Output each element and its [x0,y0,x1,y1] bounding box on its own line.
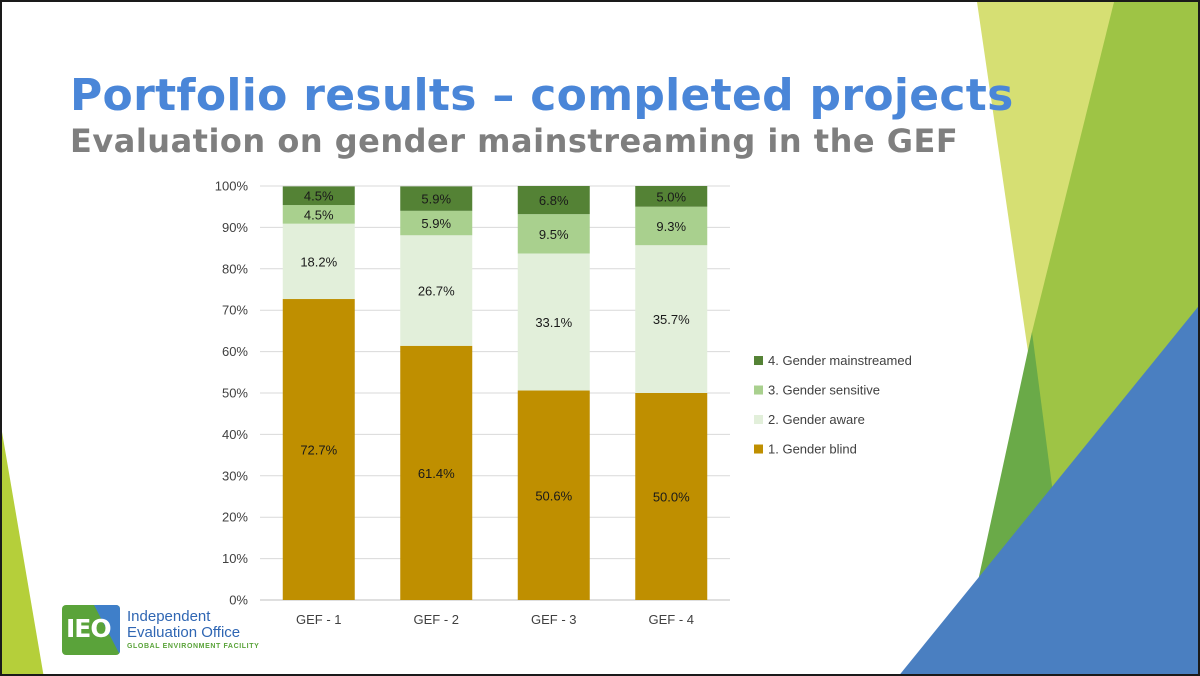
y-tick-label: 20% [222,510,248,525]
bar-segment [282,186,355,206]
deco-left-green-shape [2,432,44,674]
logo-mark: IEO [66,614,112,643]
bar-segment [400,345,473,600]
slide-subtitle: Evaluation on gender mainstreaming in th… [70,122,959,160]
y-tick-label: 60% [222,344,248,359]
bars [282,186,708,600]
data-label: 5.9% [421,192,451,207]
bar-segment [517,390,590,600]
data-label: 50.6% [535,488,572,503]
data-label: 5.9% [421,216,451,231]
x-tick-label: GEF - 1 [296,612,342,627]
bar-segment [517,214,590,254]
bar-segment [282,205,355,224]
data-label: 18.2% [300,254,337,269]
bar-segment [400,235,473,346]
deco-blue-shape [900,306,1198,674]
y-tick-label: 10% [222,551,248,566]
y-tick-label: 90% [222,220,248,235]
y-tick-label: 70% [222,303,248,318]
stacked-bar-chart: 0% 10% 20% 30% 40% 50% 60% 70% 80% 90% 100% 72.7% 1… [215,179,912,628]
y-tick-label: 30% [222,468,248,483]
y-tick-label: 0% [229,593,248,608]
x-tick-label: GEF - 2 [413,612,459,627]
bar-segment [282,299,355,600]
data-label: 5.0% [656,189,686,204]
x-axis-ticks: GEF - 1 GEF - 2 GEF - 3 GEF - 4 [296,612,694,627]
data-label: 50.0% [653,490,690,505]
bar-segment [400,210,473,236]
ieo-logo: IEO Independent Evaluation Office GLOBAL… [62,605,322,659]
legend-label: 3. Gender sensitive [768,383,880,398]
data-labels: 72.7% 18.2% 4.5% 4.5% 61.4% 26.7% 5.9% 5.9% 50.6… [300,189,690,505]
logo-badge: IEO [62,605,120,655]
data-label: 72.7% [300,443,337,458]
logo-text-line2: Evaluation Office [127,624,241,641]
y-tick-label: 50% [222,386,248,401]
x-tick-label: GEF - 3 [531,612,577,627]
legend-label: 4. Gender mainstreamed [768,353,912,368]
legend-swatch [754,415,763,425]
bar-segment [635,186,708,207]
data-label: 35.7% [653,312,690,327]
legend-swatch [754,385,763,395]
data-label: 4.5% [304,189,334,204]
legend-label: 2. Gender aware [768,412,865,427]
data-label: 26.7% [418,284,455,299]
legend-swatch [754,356,763,366]
data-label: 6.8% [539,193,569,208]
bar-segment [635,245,708,393]
logo-text-line1: Independent [127,608,211,625]
bar-segment [517,186,590,215]
y-axis-ticks: 0% 10% 20% 30% 40% 50% 60% 70% 80% 90% 100% [215,179,249,608]
bar-segment [282,223,355,300]
legend: 4. Gender mainstreamed 3. Gender sensitiv… [754,353,912,457]
bar-segment [517,253,590,391]
legend-label: 1. Gender blind [768,442,857,457]
bar-segment [635,206,708,246]
slide-title: Portfolio results – completed projects [70,70,1014,121]
deco-light-green-shape [977,2,1114,482]
data-label: 4.5% [304,207,334,222]
y-tick-label: 40% [222,427,248,442]
y-tick-label: 100% [215,179,249,194]
y-tick-label: 80% [222,261,248,276]
bar-segment [635,393,708,600]
logo-text-line3: GLOBAL ENVIRONMENT FACILITY [127,643,260,650]
bar-segment [400,186,473,211]
data-label: 61.4% [418,466,455,481]
legend-swatch [754,444,763,454]
data-label: 33.1% [535,315,572,330]
data-label: 9.3% [656,219,686,234]
x-tick-label: GEF - 4 [648,612,694,627]
data-label: 9.5% [539,227,569,242]
